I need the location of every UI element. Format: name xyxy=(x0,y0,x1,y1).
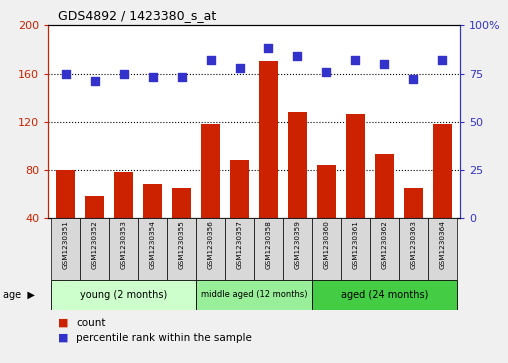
Bar xyxy=(196,280,312,310)
Text: GSM1230356: GSM1230356 xyxy=(208,220,213,269)
Text: GSM1230363: GSM1230363 xyxy=(410,220,417,269)
Point xyxy=(119,70,128,76)
Text: age  ▶: age ▶ xyxy=(3,290,35,300)
Point xyxy=(294,53,302,59)
Text: count: count xyxy=(76,318,106,328)
Text: aged (24 months): aged (24 months) xyxy=(341,290,428,300)
Text: GSM1230352: GSM1230352 xyxy=(91,220,98,269)
Point xyxy=(438,57,447,63)
Bar xyxy=(201,124,220,218)
Bar xyxy=(346,114,365,218)
Bar xyxy=(288,112,307,218)
Bar xyxy=(375,154,394,218)
Text: GSM1230360: GSM1230360 xyxy=(324,220,330,269)
Text: percentile rank within the sample: percentile rank within the sample xyxy=(76,333,252,343)
Point xyxy=(409,76,418,82)
Point xyxy=(61,70,70,76)
Bar xyxy=(85,196,104,218)
Bar xyxy=(283,218,312,280)
Bar xyxy=(370,218,399,280)
Bar xyxy=(259,61,278,218)
Bar xyxy=(428,218,457,280)
Text: GDS4892 / 1423380_s_at: GDS4892 / 1423380_s_at xyxy=(58,9,217,22)
Bar xyxy=(196,218,225,280)
Bar xyxy=(225,218,254,280)
Bar xyxy=(399,218,428,280)
Bar xyxy=(138,218,167,280)
Bar xyxy=(404,188,423,218)
Bar xyxy=(433,124,452,218)
Text: GSM1230362: GSM1230362 xyxy=(382,220,388,269)
Text: GSM1230364: GSM1230364 xyxy=(439,220,446,269)
Point xyxy=(206,57,214,63)
Bar xyxy=(172,188,191,218)
Text: GSM1230361: GSM1230361 xyxy=(353,220,359,269)
Text: ■: ■ xyxy=(58,333,69,343)
Bar xyxy=(51,280,196,310)
Bar xyxy=(312,280,457,310)
Text: middle aged (12 months): middle aged (12 months) xyxy=(201,290,307,299)
Bar xyxy=(109,218,138,280)
Point xyxy=(235,65,243,71)
Bar xyxy=(312,218,341,280)
Point xyxy=(148,74,156,80)
Bar xyxy=(341,218,370,280)
Text: GSM1230358: GSM1230358 xyxy=(266,220,271,269)
Text: GSM1230359: GSM1230359 xyxy=(295,220,300,269)
Text: GSM1230357: GSM1230357 xyxy=(237,220,242,269)
Bar xyxy=(56,170,75,218)
Text: GSM1230351: GSM1230351 xyxy=(62,220,69,269)
Text: young (2 months): young (2 months) xyxy=(80,290,167,300)
Text: GSM1230353: GSM1230353 xyxy=(120,220,126,269)
Bar xyxy=(230,160,249,218)
Point xyxy=(90,78,99,84)
Point xyxy=(380,61,389,67)
Bar xyxy=(254,218,283,280)
Bar xyxy=(143,184,162,218)
Point xyxy=(323,69,331,74)
Point xyxy=(352,57,360,63)
Bar xyxy=(167,218,196,280)
Text: ■: ■ xyxy=(58,318,69,328)
Bar xyxy=(80,218,109,280)
Point xyxy=(177,74,185,80)
Bar xyxy=(114,172,133,218)
Bar xyxy=(51,218,80,280)
Text: GSM1230355: GSM1230355 xyxy=(178,220,184,269)
Bar xyxy=(317,165,336,218)
Text: GSM1230354: GSM1230354 xyxy=(149,220,155,269)
Point xyxy=(265,46,273,52)
